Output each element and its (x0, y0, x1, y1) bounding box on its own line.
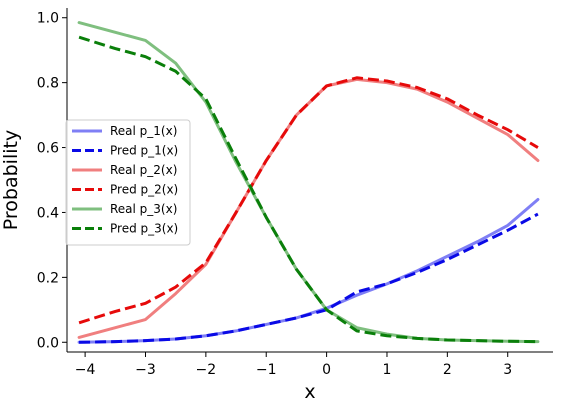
x-ticks: −4 −3 −2 −1 0 1 2 3 (75, 352, 512, 378)
x-tick-label: −3 (135, 362, 156, 378)
series-line-2 (79, 212, 539, 344)
y-tick-label: 0.6 (37, 141, 59, 157)
x-tick-label: 3 (503, 362, 512, 378)
y-tick-label: 0.0 (37, 335, 59, 351)
axes: −4 −3 −2 −1 0 1 2 3 0.0 0.2 0.4 0.6 0.8 1.0 (37, 8, 553, 378)
legend-label-4: Pred p_2(x) (110, 183, 178, 197)
legend-label-2: Pred p_1(x) (110, 144, 178, 158)
x-tick-label: −4 (75, 362, 96, 378)
legend-label-1: Real p_1(x) (110, 124, 177, 138)
x-tick-label: −2 (196, 362, 217, 378)
y-ticks: 0.0 0.2 0.4 0.6 0.8 1.0 (37, 11, 67, 351)
y-tick-label: 0.2 (37, 270, 59, 286)
x-tick-label: 1 (383, 362, 392, 378)
legend-frame (65, 119, 191, 246)
legend-label-5: Real p_3(x) (110, 202, 177, 216)
series-line-4 (78, 76, 539, 325)
y-tick-label: 0.8 (37, 76, 59, 92)
y-tick-label: 1.0 (37, 11, 59, 27)
series-layer (77, 21, 540, 344)
x-tick-label: 0 (322, 362, 331, 378)
x-tick-label: 2 (443, 362, 452, 378)
x-tick-label: −1 (256, 362, 277, 378)
legend: Real p_1(x) Pred p_1(x) Real p_2(x) Pred p_… (65, 119, 191, 246)
x-axis-label: x (304, 381, 315, 402)
legend-label-6: Pred p_3(x) (110, 222, 178, 236)
y-tick-label: 0.4 (37, 205, 59, 221)
y-axis-label: Probability (0, 130, 22, 230)
series-line-6 (78, 35, 538, 344)
legend-label-3: Real p_2(x) (110, 163, 177, 177)
